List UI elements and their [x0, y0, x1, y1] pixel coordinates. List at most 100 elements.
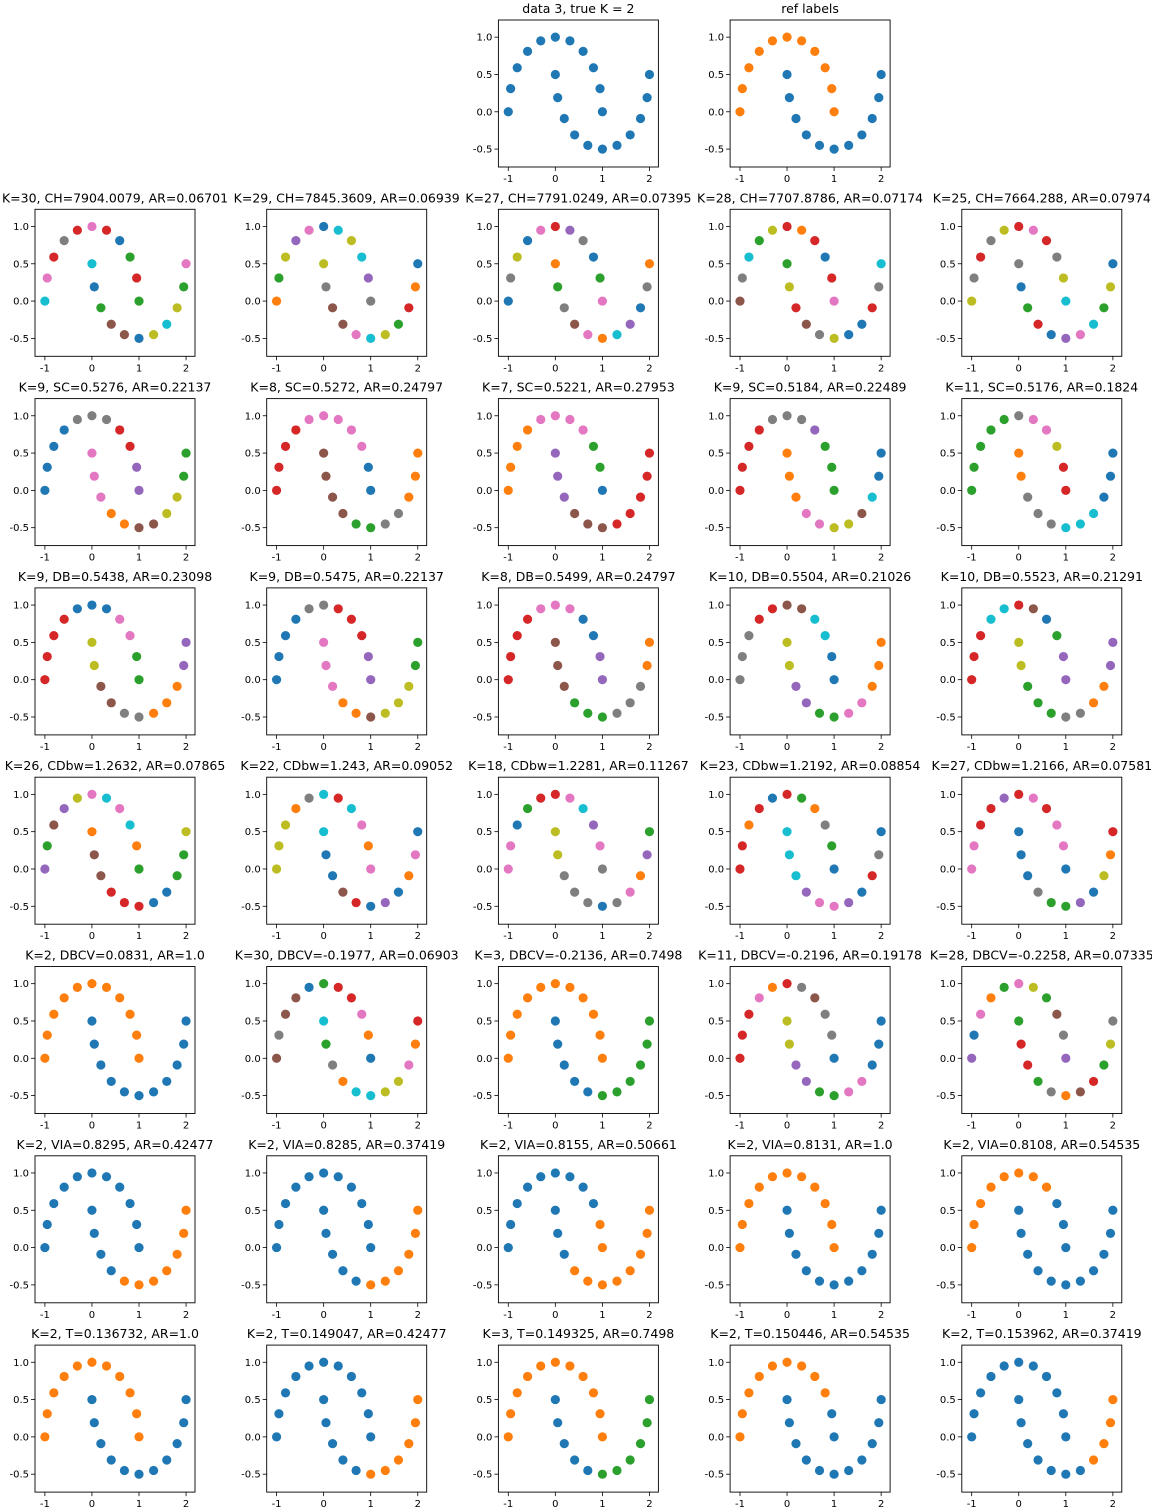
subplot-title: K=25, CH=7664.288, AR=0.07974 — [933, 190, 1151, 205]
y-tick-label: 0.0 — [476, 1432, 492, 1443]
plot-background — [498, 587, 659, 735]
y-tick-label: 1.0 — [245, 222, 261, 233]
point — [89, 282, 99, 292]
x-tick-label: 0 — [320, 1499, 326, 1510]
point — [876, 1016, 886, 1026]
point — [410, 660, 421, 671]
point — [125, 441, 135, 451]
point — [1052, 1388, 1062, 1398]
point — [553, 850, 563, 860]
point — [42, 841, 52, 851]
point — [1108, 448, 1118, 458]
point — [506, 1409, 516, 1419]
y-tick-label: -0.5 — [9, 902, 29, 913]
point — [321, 850, 331, 860]
point — [42, 1219, 52, 1230]
plot-background — [730, 1345, 891, 1493]
x-tick-label: 1 — [136, 1310, 142, 1321]
point — [583, 140, 593, 150]
point — [612, 1087, 622, 1097]
x-tick-label: 0 — [320, 1121, 326, 1132]
point — [148, 330, 159, 340]
plot-background — [266, 398, 427, 546]
y-tick-label: 0.5 — [476, 70, 492, 81]
point — [1061, 1053, 1071, 1063]
point — [1023, 492, 1033, 502]
x-tick-label: 2 — [1110, 931, 1116, 942]
subplot-title: K=7, SC=0.5221, AR=0.27953 — [482, 380, 675, 395]
point — [351, 1465, 361, 1476]
point — [597, 901, 608, 911]
point — [1028, 414, 1038, 425]
point — [969, 273, 979, 283]
point — [595, 1219, 605, 1230]
subplot-title: K=18, CDbw=1.2281, AR=0.11267 — [468, 758, 689, 773]
point — [134, 712, 144, 722]
plot-frame — [961, 398, 1123, 547]
x-tick-label: -1 — [503, 1310, 513, 1321]
y-tick-label: -0.5 — [473, 712, 493, 723]
point — [148, 897, 159, 908]
point — [735, 107, 745, 117]
subplot: -1 0 1 2 -0.5 0.0 0.5 1.0 K=11, SC=0.5176, AR=0.… — [936, 380, 1138, 564]
point — [550, 789, 560, 799]
x-tick-label: 0 — [89, 1499, 95, 1510]
y-tick-label: 0.5 — [708, 1016, 724, 1027]
x-tick-label: 1 — [831, 1121, 837, 1132]
point — [321, 1228, 331, 1239]
point — [1014, 789, 1024, 799]
point — [570, 887, 580, 897]
point — [986, 614, 996, 624]
point — [87, 637, 97, 647]
subplot: -1 0 1 2 -0.5 0.0 0.5 1.0 K=30, CH=7904.0079, AR… — [2, 190, 228, 374]
y-tick-label: -0.5 — [473, 334, 493, 345]
point — [797, 982, 807, 992]
point — [319, 1394, 329, 1405]
point — [553, 660, 563, 671]
point — [89, 660, 99, 671]
y-tick-label: 0.5 — [13, 1206, 29, 1217]
point — [597, 1432, 608, 1442]
point — [625, 319, 635, 329]
point — [829, 107, 839, 117]
point — [327, 681, 338, 691]
point — [829, 333, 839, 343]
point — [304, 982, 314, 992]
subplot-title: K=9, SC=0.5276, AR=0.22137 — [19, 380, 212, 395]
point — [291, 425, 301, 435]
point — [148, 1465, 159, 1476]
point — [550, 637, 560, 647]
x-tick-label: -1 — [272, 931, 282, 942]
y-tick-label: -0.5 — [9, 1091, 29, 1102]
point — [570, 1266, 580, 1276]
point — [1088, 887, 1099, 897]
point — [363, 841, 373, 851]
point — [512, 631, 522, 641]
subplot-title: K=27, CDbw=1.2166, AR=0.07581 — [932, 758, 1152, 773]
y-tick-label: -0.5 — [936, 1280, 956, 1291]
point — [588, 1388, 599, 1398]
x-tick-label: 0 — [552, 174, 558, 185]
point — [969, 1219, 979, 1230]
point — [1058, 1409, 1069, 1419]
subplot-title: K=9, DB=0.5438, AR=0.23098 — [18, 569, 212, 584]
x-tick-label: 1 — [136, 553, 142, 564]
point — [595, 462, 605, 472]
point — [588, 631, 599, 641]
point — [1046, 330, 1056, 340]
y-tick-label: 1.0 — [13, 790, 29, 801]
point — [512, 441, 522, 451]
point — [119, 1276, 130, 1286]
subplot: -1 0 1 2 -0.5 0.0 0.5 1.0 K=18, CDbw=1.2281, AR=… — [468, 758, 689, 942]
plot-frame — [497, 19, 659, 168]
x-tick-label: -1 — [272, 1499, 282, 1510]
point — [393, 508, 404, 519]
point — [625, 1266, 635, 1276]
point — [1061, 1432, 1071, 1442]
point — [635, 113, 646, 124]
point — [1058, 273, 1069, 283]
y-tick-label: 0.5 — [476, 638, 492, 649]
point — [578, 803, 588, 814]
x-tick-label: 2 — [1110, 1310, 1116, 1321]
point — [565, 1172, 575, 1182]
